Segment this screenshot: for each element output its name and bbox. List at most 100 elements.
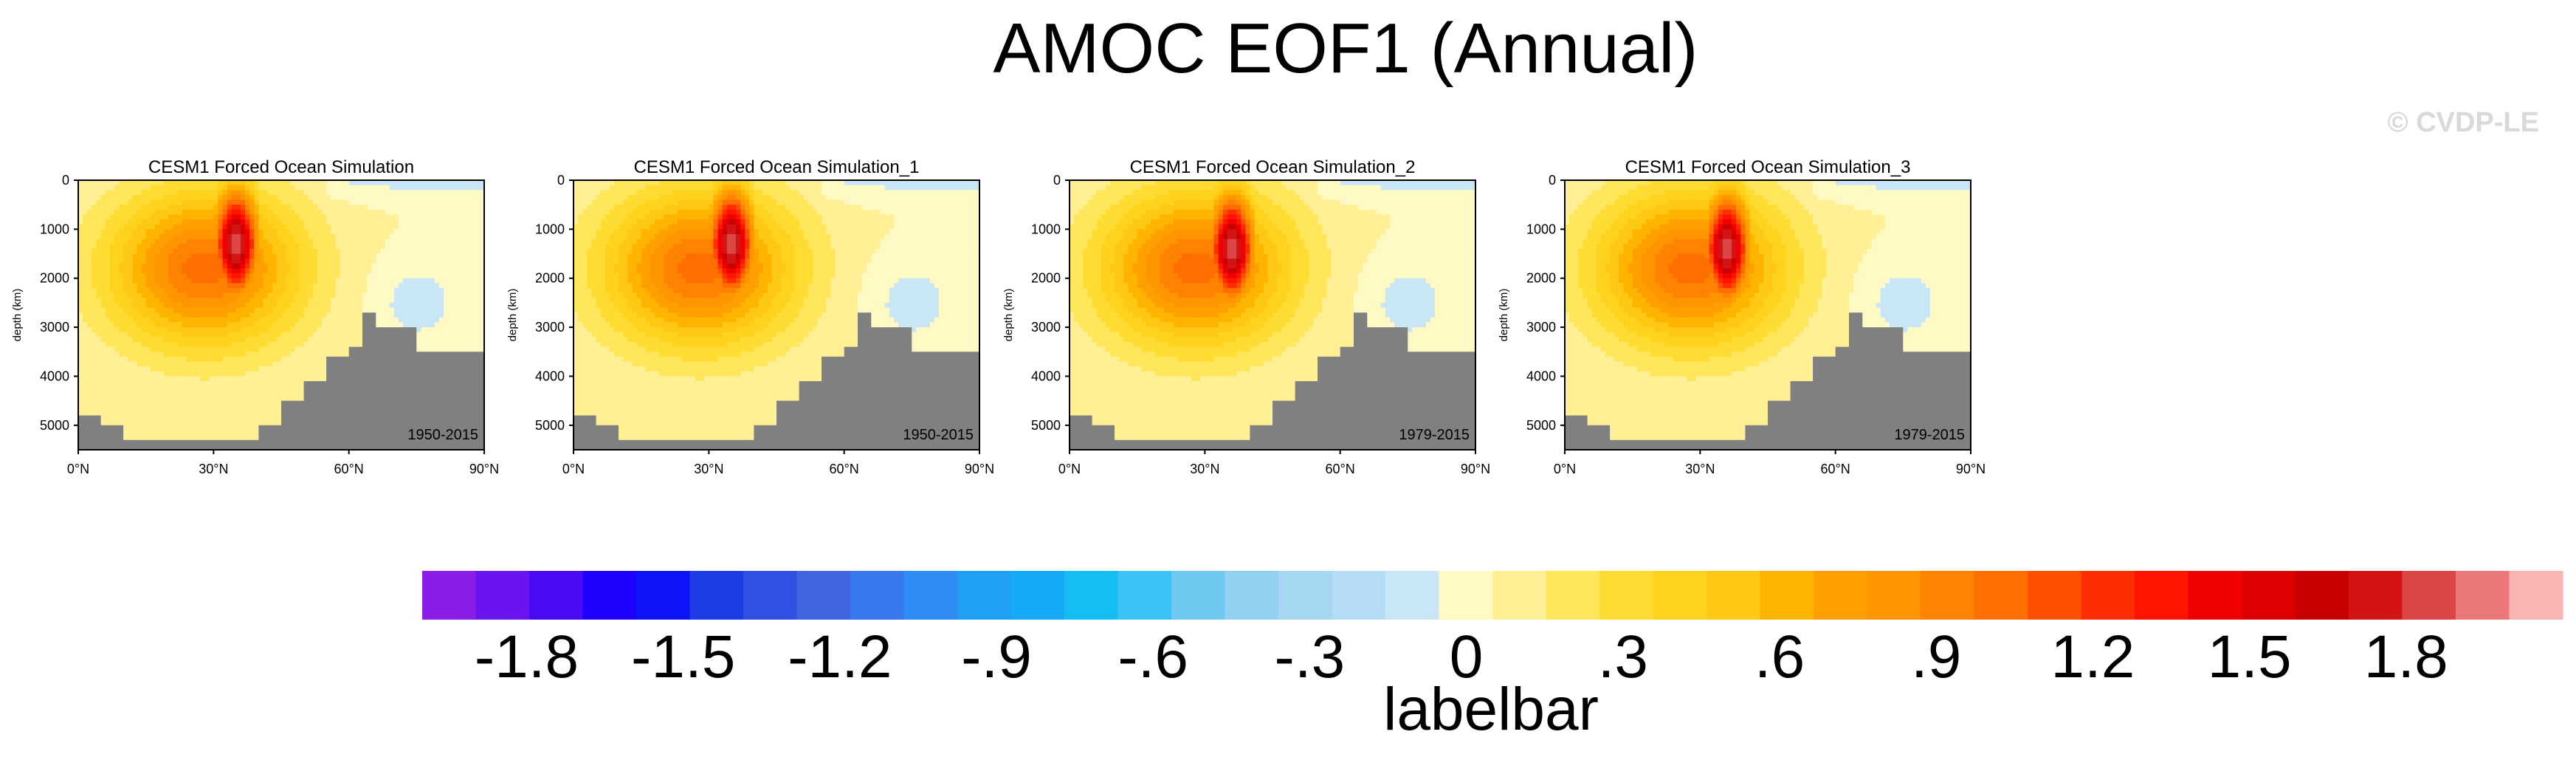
field-cell <box>299 292 305 298</box>
field-cell <box>173 190 179 196</box>
field-cell <box>195 410 201 417</box>
field-cell <box>290 185 295 191</box>
x-tick-label: 60°N <box>334 462 364 476</box>
field-cell <box>249 342 255 348</box>
field-cell <box>96 381 102 387</box>
field-cell <box>412 190 417 196</box>
field-cell <box>168 234 173 240</box>
field-cell <box>438 273 444 279</box>
field-cell <box>444 214 449 220</box>
field-cell <box>398 263 404 270</box>
field-cell <box>145 273 151 279</box>
field-cell <box>340 190 345 196</box>
field-cell <box>173 288 179 294</box>
field-cell <box>186 346 192 352</box>
field-cell <box>367 283 372 289</box>
field-cell <box>452 298 458 304</box>
field-cell <box>227 317 233 323</box>
field-cell <box>141 425 147 431</box>
field-cell <box>141 298 147 304</box>
field-cell <box>164 381 169 387</box>
field-cell <box>452 278 458 284</box>
field-cell <box>407 258 413 264</box>
panel-1: CESM1 Forced Ocean Simulation1950-201501… <box>11 157 499 476</box>
field-cell <box>241 400 246 406</box>
field-cell <box>470 268 476 274</box>
field-cell <box>218 278 224 284</box>
field-cell <box>290 214 295 220</box>
field-cell <box>87 205 92 210</box>
field-cell <box>100 322 106 328</box>
field-cell <box>344 288 350 294</box>
field-cell <box>403 268 408 274</box>
field-cell <box>254 322 260 328</box>
field-cell <box>308 253 314 259</box>
field-cell <box>444 302 449 309</box>
field-cell <box>258 400 264 406</box>
y-tick-label: 4000 <box>40 369 69 383</box>
field-cell <box>430 190 435 196</box>
field-cell <box>254 263 260 270</box>
field-cell <box>105 327 111 333</box>
field-cell <box>326 185 331 191</box>
field-cell <box>164 366 169 372</box>
field-cell <box>461 342 467 348</box>
field-cell <box>128 352 133 357</box>
field-cell <box>227 307 233 313</box>
field-cell <box>164 332 169 338</box>
field-cell <box>272 248 278 255</box>
field-cell <box>407 273 413 279</box>
field-cell <box>303 253 309 259</box>
field-cell <box>150 253 156 259</box>
field-cell <box>137 435 142 441</box>
field-cell <box>466 244 472 250</box>
field-cell <box>150 410 156 417</box>
field-cell <box>204 273 210 279</box>
field-cell <box>466 346 472 352</box>
field-cell <box>444 263 449 270</box>
field-cell <box>272 288 278 294</box>
field-cell <box>119 327 124 333</box>
field-cell <box>367 292 372 298</box>
field-cell <box>407 268 413 274</box>
field-cell <box>461 248 467 255</box>
field-cell <box>434 224 440 230</box>
field-cell <box>168 312 173 318</box>
field-cell <box>357 307 363 313</box>
field-cell <box>87 214 92 220</box>
field-cell <box>145 430 151 436</box>
field-cell <box>245 381 250 387</box>
field-cell <box>348 239 354 244</box>
field-cell <box>331 268 336 274</box>
field-cell <box>150 361 156 367</box>
field-cell <box>200 322 205 328</box>
field-cell <box>281 317 286 323</box>
field-cell <box>357 288 363 294</box>
field-cell <box>326 244 331 250</box>
field-cell <box>416 292 422 298</box>
field-cell <box>231 263 237 270</box>
field-cell <box>466 332 472 338</box>
field-cell <box>87 405 92 411</box>
field-cell <box>241 415 246 421</box>
field-cell <box>272 337 278 343</box>
field-cell <box>150 425 156 431</box>
field-cell <box>385 194 390 201</box>
field-cell <box>213 185 219 191</box>
field-cell <box>87 209 92 216</box>
field-cell <box>213 209 219 216</box>
field-cell <box>182 386 187 391</box>
field-cell <box>231 258 237 264</box>
field-cell <box>407 283 413 289</box>
field-cell <box>385 288 390 294</box>
field-cell <box>173 381 179 387</box>
field-cell <box>452 190 458 196</box>
field-cell <box>353 292 359 298</box>
field-cell <box>119 209 124 216</box>
field-cell <box>109 258 115 264</box>
field-cell <box>218 381 224 387</box>
field-cell <box>267 273 273 279</box>
field-cell <box>105 263 111 270</box>
field-cell <box>317 258 323 264</box>
field-cell <box>448 244 453 250</box>
